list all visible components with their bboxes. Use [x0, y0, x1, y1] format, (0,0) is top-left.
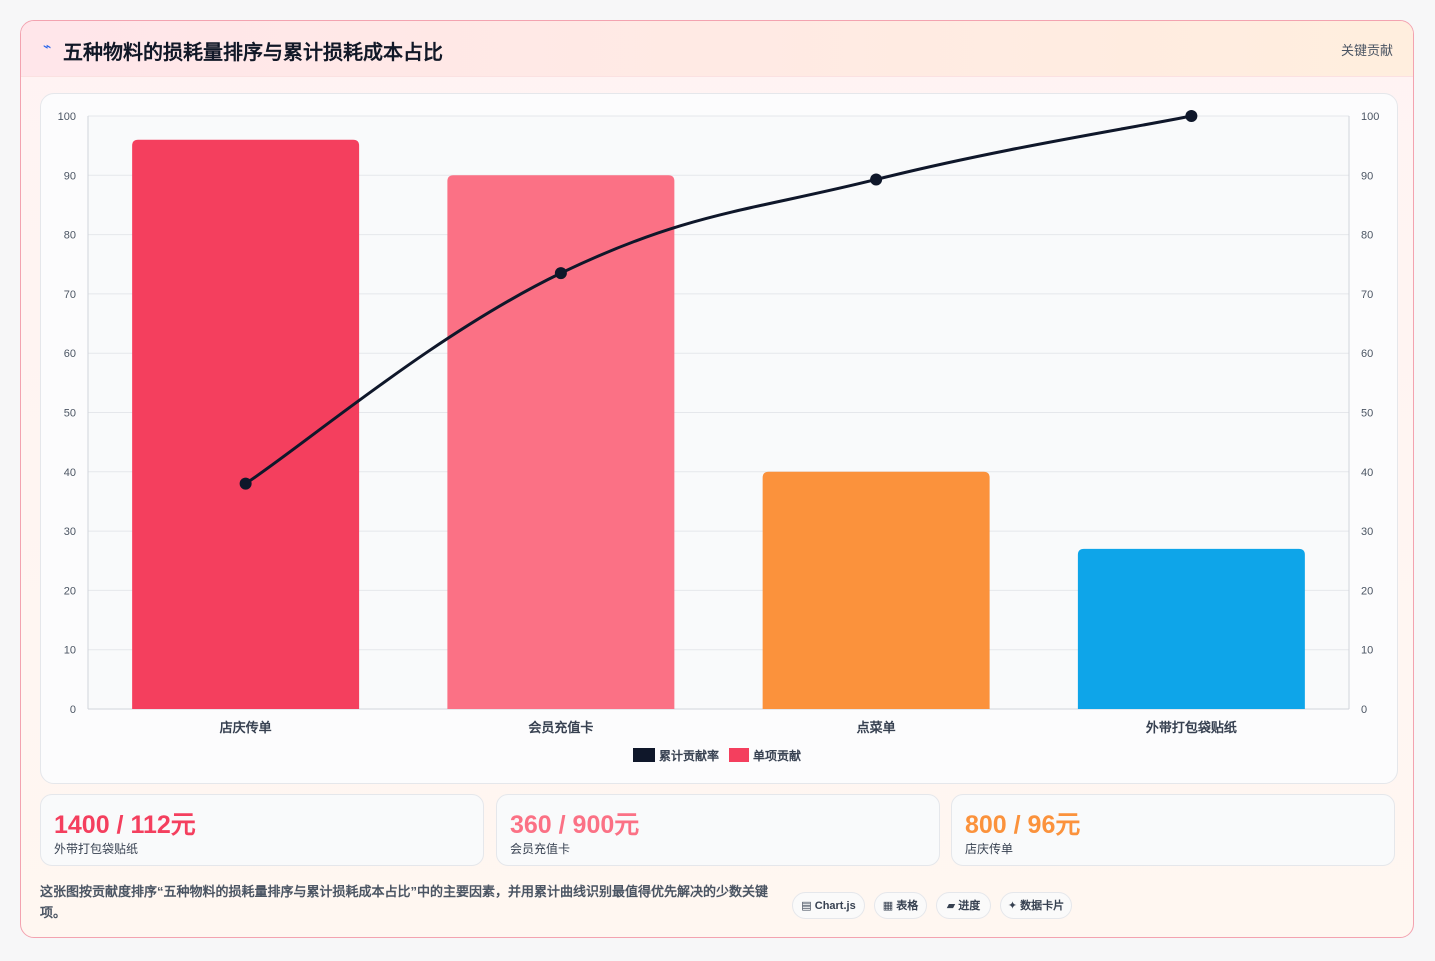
stat-label: 店庆传单 [965, 842, 1014, 856]
y-tick-label: 20 [64, 585, 76, 597]
y-tick-label: 50 [64, 408, 76, 420]
legend-label-cumulative: 累计贡献率 [659, 748, 719, 763]
legend-label-bar: 单项贡献 [753, 748, 801, 763]
y2-tick-label: 60 [1361, 348, 1373, 360]
stat-label: 外带打包袋贴纸 [54, 842, 139, 856]
cumulative-point [239, 477, 252, 490]
bar [447, 175, 675, 710]
y-tick-label: 60 [64, 348, 76, 360]
cumulative-line [244, 114, 1192, 485]
pareto-chart: 0 0 10 10 20 20 30 30 40 40 50 50 60 60 70 70 80 80 90 90 10… [58, 110, 1379, 763]
y2-tick-label: 40 [1361, 467, 1373, 479]
y-tick-label: 10 [64, 645, 76, 657]
y2-tick-label: 50 [1361, 408, 1373, 420]
chip-table[interactable]: ▦ 表格 [874, 892, 927, 919]
stat-card-2: 360 / 900元 会员充值卡 [496, 794, 940, 866]
x-tick-label: 店庆传单 [220, 720, 272, 735]
bar [132, 139, 360, 710]
y2-tick-label: 0 [1361, 704, 1367, 716]
y2-tick-label: 30 [1361, 526, 1373, 538]
chart-description: 这张图按贡献度排序“五种物料的损耗量排序与累计损耗成本占比”中的主要因素，并用累… [40, 884, 769, 920]
bar [1077, 548, 1305, 709]
y-tick-label: 90 [64, 170, 76, 182]
page-title: 五种物料的损耗量排序与累计损耗成本占比 [63, 42, 443, 64]
chip-data-cards[interactable]: ✦ 数据卡片 [1000, 892, 1072, 919]
y-tick-label: 0 [70, 704, 76, 716]
legend-swatch-cumulative [633, 748, 655, 762]
chip-progress[interactable]: ▰ 进度 [936, 892, 991, 919]
stat-card-3: 800 / 96元 店庆传单 [951, 794, 1395, 866]
legend-swatch-bar [729, 748, 749, 762]
y-tick-label: 40 [64, 467, 76, 479]
y-tick-label: 100 [58, 111, 76, 123]
stat-value: 1400 / 112元 [54, 811, 196, 839]
stat-value: 360 / 900元 [510, 811, 640, 839]
stat-label: 会员充值卡 [510, 842, 571, 856]
stat-value: 800 / 96元 [965, 811, 1081, 839]
chart-container: 0 0 10 10 20 20 30 30 40 40 50 50 60 60 70 70 80 80 90 90 10… [40, 93, 1398, 784]
cumulative-point [554, 267, 567, 280]
y2-tick-label: 70 [1361, 289, 1373, 301]
y2-tick-label: 90 [1361, 170, 1373, 182]
chart-icon: ⌁ [43, 38, 52, 54]
x-tick-label: 外带打包袋贴纸 [1145, 720, 1237, 735]
y-tick-label: 30 [64, 526, 76, 538]
header-badge: 关键贡献 [1340, 43, 1393, 58]
x-tick-label: 会员充值卡 [528, 720, 593, 735]
y2-tick-label: 10 [1361, 645, 1373, 657]
y2-tick-label: 80 [1361, 230, 1373, 242]
y2-tick-label: 20 [1361, 585, 1373, 597]
cumulative-point [870, 173, 883, 186]
y-tick-label: 70 [64, 289, 76, 301]
chart-card: ⌁ 五种物料的损耗量排序与累计损耗成本占比 关键贡献 0 0 10 10 20 20 30 3… [20, 20, 1414, 938]
bar [762, 471, 990, 709]
cumulative-point [1185, 110, 1198, 122]
y-tick-label: 80 [64, 230, 76, 242]
card-header: ⌁ 五种物料的损耗量排序与累计损耗成本占比 关键贡献 [21, 21, 1413, 77]
stat-card-1: 1400 / 112元 外带打包袋贴纸 [40, 794, 484, 866]
y2-tick-label: 100 [1361, 111, 1379, 123]
x-tick-label: 点菜单 [857, 720, 896, 735]
chip-chartjs[interactable]: ▤ Chart.js [792, 892, 865, 919]
